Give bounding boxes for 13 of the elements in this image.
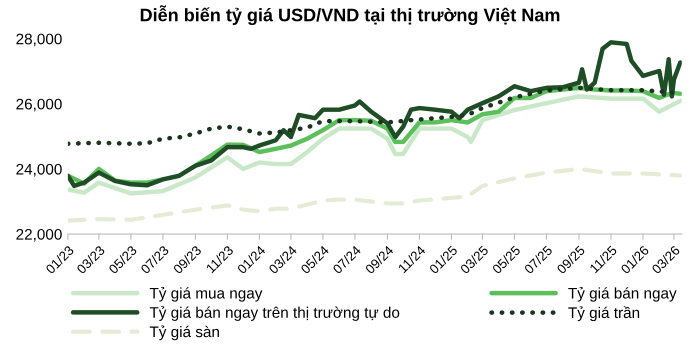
y-tick-label: 22,000 bbox=[16, 228, 62, 242]
legend-label: Tỷ giá bán ngay bbox=[568, 286, 677, 302]
y-tick-label: 28,000 bbox=[16, 34, 62, 46]
line-series bbox=[68, 40, 682, 188]
chart-title: Diễn biến tỷ giá USD/VND tại thị trường Việt Nam bbox=[140, 5, 560, 26]
legend-label: Tỷ giá sàn bbox=[150, 326, 219, 340]
line-series bbox=[68, 166, 682, 223]
legend-label: Tỷ giá bán ngay trên thị trường tự do bbox=[150, 306, 400, 321]
legend-label: Tỷ giá mua ngay bbox=[150, 286, 262, 302]
y-tick-label: 24,000 bbox=[16, 164, 62, 176]
line-series bbox=[68, 94, 682, 196]
y-tick-label: 26,000 bbox=[16, 98, 62, 112]
legend-label: Tỷ giá trần bbox=[568, 306, 640, 322]
